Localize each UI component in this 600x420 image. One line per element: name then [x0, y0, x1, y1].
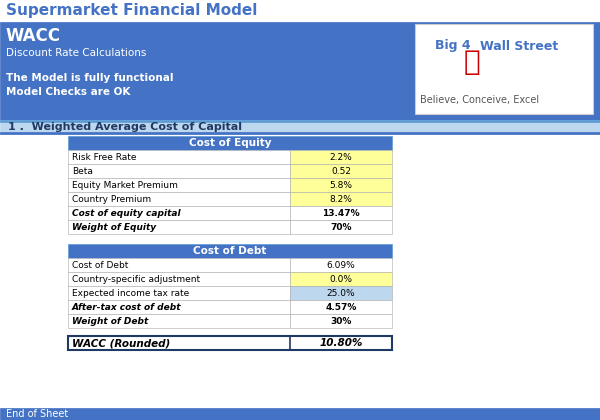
Text: 5.8%: 5.8% — [329, 181, 353, 189]
Text: Discount Rate Calculations: Discount Rate Calculations — [6, 48, 146, 58]
Bar — [68, 220, 290, 234]
Bar — [68, 178, 290, 192]
Text: Cost of Debt: Cost of Debt — [72, 260, 128, 270]
Text: 30%: 30% — [331, 317, 352, 326]
Bar — [290, 314, 392, 328]
Text: Country-specific adjustment: Country-specific adjustment — [72, 275, 200, 284]
Bar — [68, 258, 290, 272]
Text: Big 4: Big 4 — [435, 39, 470, 52]
Text: The Model is fully functional: The Model is fully functional — [6, 73, 173, 83]
Bar — [68, 150, 290, 164]
Text: 2.2%: 2.2% — [329, 152, 352, 162]
Bar — [0, 408, 600, 420]
Text: Expected income tax rate: Expected income tax rate — [72, 289, 189, 297]
Text: 10.80%: 10.80% — [319, 338, 362, 348]
Bar — [290, 220, 392, 234]
Text: Believe, Conceive, Excel: Believe, Conceive, Excel — [421, 95, 539, 105]
Text: After-tax cost of debt: After-tax cost of debt — [72, 302, 182, 312]
Text: Cost of Equity: Cost of Equity — [189, 138, 271, 148]
Text: 8.2%: 8.2% — [329, 194, 352, 204]
Bar — [68, 300, 290, 314]
Bar — [290, 206, 392, 220]
Text: 🦅: 🦅 — [464, 48, 481, 76]
Bar — [68, 336, 392, 350]
Bar — [0, 132, 600, 134]
Text: Risk Free Rate: Risk Free Rate — [72, 152, 137, 162]
Text: 6.09%: 6.09% — [326, 260, 355, 270]
Bar — [68, 192, 290, 206]
Text: Weight of Debt: Weight of Debt — [72, 317, 148, 326]
Bar — [290, 286, 392, 300]
Text: Wall Street: Wall Street — [480, 39, 558, 52]
Bar — [0, 0, 540, 22]
Bar — [68, 164, 290, 178]
Text: Model Checks are OK: Model Checks are OK — [6, 87, 130, 97]
Bar — [68, 272, 290, 286]
Text: Equity Market Premium: Equity Market Premium — [72, 181, 178, 189]
Text: Supermarket Financial Model: Supermarket Financial Model — [6, 3, 257, 18]
Bar — [290, 150, 392, 164]
Bar — [415, 24, 593, 114]
Text: End of Sheet: End of Sheet — [6, 409, 68, 419]
Text: Cost of equity capital: Cost of equity capital — [72, 208, 181, 218]
Bar — [290, 258, 392, 272]
Bar — [290, 192, 392, 206]
Bar — [0, 120, 600, 121]
Text: 0.52: 0.52 — [331, 166, 351, 176]
Text: 25.0%: 25.0% — [326, 289, 355, 297]
Text: Weight of Equity: Weight of Equity — [72, 223, 156, 231]
Bar — [68, 206, 290, 220]
Text: Beta: Beta — [72, 166, 93, 176]
Text: WACC (Rounded): WACC (Rounded) — [72, 338, 170, 348]
Text: 0.0%: 0.0% — [329, 275, 353, 284]
Bar — [0, 120, 600, 134]
Bar — [68, 136, 392, 150]
Bar — [290, 178, 392, 192]
Bar — [0, 22, 600, 120]
Text: Cost of Debt: Cost of Debt — [193, 246, 266, 256]
Text: 1 .  Weighted Average Cost of Capital: 1 . Weighted Average Cost of Capital — [8, 122, 242, 132]
Text: 13.47%: 13.47% — [322, 208, 360, 218]
Bar — [290, 300, 392, 314]
Text: Country Premium: Country Premium — [72, 194, 151, 204]
Text: 4.57%: 4.57% — [325, 302, 356, 312]
Bar — [68, 244, 392, 258]
Bar — [68, 314, 290, 328]
Bar — [290, 272, 392, 286]
Bar — [290, 164, 392, 178]
Text: WACC: WACC — [6, 27, 61, 45]
Bar — [68, 286, 290, 300]
Text: 70%: 70% — [330, 223, 352, 231]
